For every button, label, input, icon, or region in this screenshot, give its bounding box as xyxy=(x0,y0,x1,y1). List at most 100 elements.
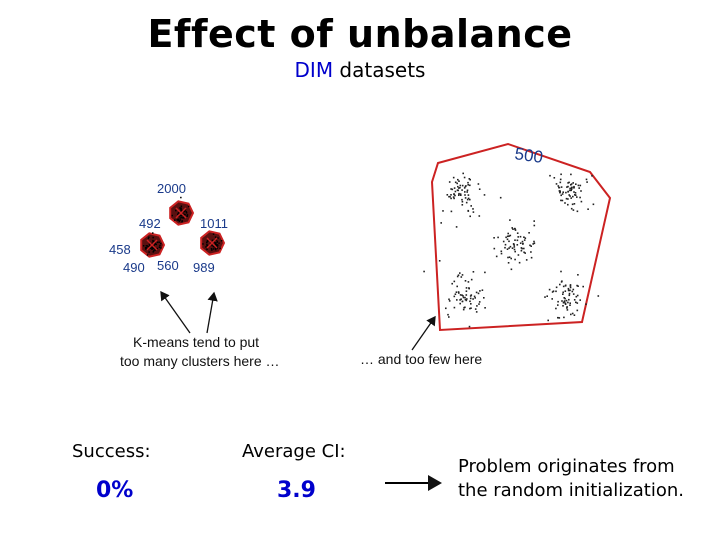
sparse-point xyxy=(508,247,510,249)
sparse-point xyxy=(481,289,484,291)
cluster-label-490: 490 xyxy=(123,260,145,275)
sparse-point xyxy=(461,200,464,203)
sparse-point xyxy=(500,252,503,255)
sparse-point xyxy=(465,201,468,204)
slide-title: Effect of unbalance xyxy=(147,12,573,56)
sparse-point xyxy=(474,308,477,310)
dense-point xyxy=(146,254,149,256)
sparse-point xyxy=(463,306,465,309)
sparse-point xyxy=(563,300,566,302)
dense-point xyxy=(156,241,159,244)
sparse-point xyxy=(561,193,564,195)
sparse-point xyxy=(462,296,465,299)
dense-point xyxy=(180,209,183,211)
sparse-point xyxy=(570,187,573,189)
dense-point xyxy=(185,211,188,213)
dense-point xyxy=(145,248,147,250)
sparse-point xyxy=(570,183,573,185)
note-left-line2: too many clusters here … xyxy=(120,353,280,369)
sparse-point xyxy=(467,184,469,186)
sparse-point xyxy=(465,294,468,296)
dense-point xyxy=(171,214,173,217)
sparse-point xyxy=(565,191,567,194)
cluster-label-560: 560 xyxy=(157,258,179,273)
sparse-point xyxy=(532,243,534,245)
sparse-point xyxy=(580,200,583,203)
sparse-point xyxy=(460,298,462,300)
sparse-point xyxy=(548,288,551,291)
sparse-point xyxy=(472,208,474,210)
sparse-point xyxy=(447,313,449,316)
sparse-point xyxy=(472,211,475,213)
dense-point xyxy=(148,236,150,238)
dense-point xyxy=(159,244,161,247)
sparse-point xyxy=(478,215,481,217)
sparse-point xyxy=(509,245,512,248)
sparse-point xyxy=(533,240,535,243)
sparse-point xyxy=(493,247,496,250)
sparse-point xyxy=(454,194,456,197)
sparse-point xyxy=(461,189,463,191)
sparse-point xyxy=(544,296,546,298)
note-left-line1: K-means tend to put xyxy=(133,334,259,350)
sparse-point xyxy=(516,244,519,246)
sparse-point xyxy=(469,297,472,300)
sparse-point xyxy=(586,181,588,183)
sparse-point xyxy=(500,250,503,253)
sparse-point xyxy=(577,274,579,276)
dense-point xyxy=(210,248,213,250)
sparse-point xyxy=(552,290,555,292)
sparse-point xyxy=(495,255,498,258)
sparse-point xyxy=(507,256,509,259)
dense-point xyxy=(147,237,150,240)
sparse-point xyxy=(572,195,574,198)
sparse-point xyxy=(523,239,526,241)
sparse-point xyxy=(475,291,478,294)
sparse-point xyxy=(562,285,565,288)
dense-point xyxy=(211,249,213,251)
sparse-point xyxy=(451,188,454,191)
sparse-point xyxy=(564,202,566,204)
sparse-point xyxy=(579,196,581,199)
sparse-point xyxy=(524,252,526,254)
sparse-point xyxy=(570,189,572,192)
sparse-point xyxy=(525,259,528,261)
dense-point xyxy=(206,245,209,247)
dense-point xyxy=(186,215,188,217)
sparse-point xyxy=(559,190,561,192)
dense-point xyxy=(216,244,219,247)
sparse-point xyxy=(450,194,452,196)
dense-point xyxy=(181,217,184,219)
sparse-point xyxy=(562,305,564,307)
dense-point xyxy=(145,247,148,249)
sparse-point xyxy=(578,187,580,189)
sparse-point xyxy=(521,240,524,243)
sparse-point xyxy=(574,192,577,194)
sparse-point xyxy=(509,219,511,221)
dense-point xyxy=(177,212,180,214)
sparse-point xyxy=(454,190,457,193)
dense-point xyxy=(211,239,214,242)
sparse-point xyxy=(464,296,466,299)
sparse-point xyxy=(464,280,467,282)
sparse-point xyxy=(457,274,460,276)
sparse-point xyxy=(566,307,568,309)
sparse-point xyxy=(453,280,456,283)
sparse-point xyxy=(450,188,452,190)
sparse-point xyxy=(450,210,453,213)
dense-point xyxy=(151,247,153,249)
sparse-point xyxy=(547,319,549,322)
dense-point xyxy=(216,241,218,243)
success-value: 0% xyxy=(96,478,134,503)
sparse-point xyxy=(557,316,559,319)
sparse-point xyxy=(468,325,471,328)
sparse-point xyxy=(566,309,569,311)
sparse-point xyxy=(551,291,554,293)
dense-point xyxy=(153,244,155,247)
sparse-point xyxy=(573,191,575,193)
sparse-point xyxy=(560,270,562,273)
sparse-point xyxy=(484,271,486,274)
sparse-point xyxy=(457,178,459,181)
sparse-point xyxy=(530,245,532,247)
sparse-point xyxy=(483,297,485,299)
